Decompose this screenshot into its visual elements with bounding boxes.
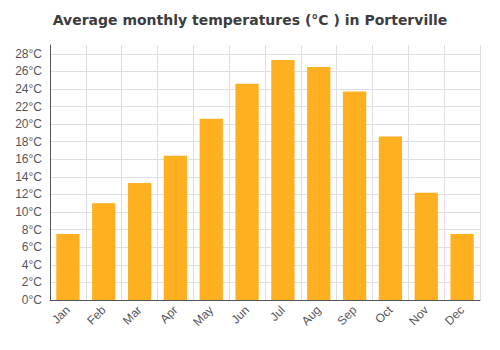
svg-text:12°C: 12°C xyxy=(15,187,42,201)
svg-text:8°C: 8°C xyxy=(22,223,42,237)
svg-text:10°C: 10°C xyxy=(15,205,42,219)
svg-text:Apr: Apr xyxy=(157,303,180,326)
svg-text:Average monthly temperatures (: Average monthly temperatures (°C ) in Po… xyxy=(53,12,448,28)
svg-text:Aug: Aug xyxy=(299,303,324,328)
svg-text:Jul: Jul xyxy=(267,303,288,324)
svg-text:Jan: Jan xyxy=(49,303,73,327)
svg-text:26°C: 26°C xyxy=(15,64,42,78)
svg-text:18°C: 18°C xyxy=(15,135,42,149)
svg-text:28°C: 28°C xyxy=(15,47,42,61)
svg-text:4°C: 4°C xyxy=(22,258,42,272)
svg-text:Mar: Mar xyxy=(120,303,145,327)
svg-text:2°C: 2°C xyxy=(22,275,42,289)
svg-text:Feb: Feb xyxy=(84,303,109,328)
svg-text:Jun: Jun xyxy=(228,303,252,327)
svg-text:6°C: 6°C xyxy=(22,240,42,254)
svg-text:0°C: 0°C xyxy=(22,293,42,307)
svg-text:16°C: 16°C xyxy=(15,152,42,166)
svg-text:22°C: 22°C xyxy=(15,100,42,114)
svg-text:24°C: 24°C xyxy=(15,82,42,96)
svg-text:Oct: Oct xyxy=(372,303,396,327)
svg-text:Dec: Dec xyxy=(442,303,467,328)
svg-text:May: May xyxy=(190,303,216,329)
svg-text:20°C: 20°C xyxy=(15,117,42,131)
svg-text:Sep: Sep xyxy=(335,303,360,328)
svg-text:14°C: 14°C xyxy=(15,170,42,184)
svg-text:Nov: Nov xyxy=(406,303,431,328)
